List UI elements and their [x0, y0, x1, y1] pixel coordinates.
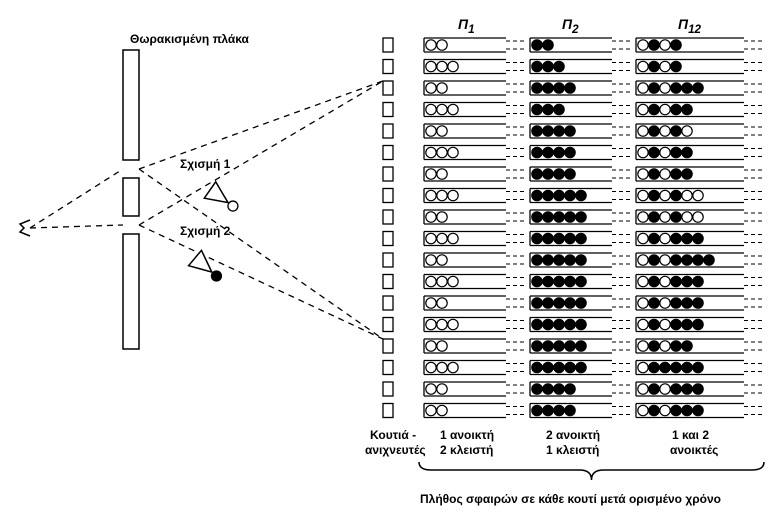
plate-label: Θωρακισμένη πλάκα	[130, 32, 249, 46]
boxes-l1: Κουτιά -	[370, 428, 416, 442]
p2-l1: 2 ανοικτή	[546, 428, 600, 442]
p1-l2: 2 κλειστή	[440, 443, 493, 457]
p1-head: Π1	[458, 16, 475, 36]
p12-head: Π12	[678, 16, 701, 36]
slit1-label: Σχισμή 1	[180, 157, 230, 171]
p1-l1: 1 ανοικτή	[440, 428, 494, 442]
p12-l2: ανοικτές	[670, 443, 718, 457]
p12-l1: 1 και 2	[672, 428, 709, 442]
p2-head: Π2	[562, 16, 579, 36]
caption: Πλήθος σφαιρών σε κάθε κουτί μετά ορισμέ…	[420, 492, 721, 506]
boxes-l2: ανιχνευτές	[365, 443, 426, 457]
p2-l2: 1 κλειστή	[546, 443, 599, 457]
slit2-label: Σχισμή 2	[180, 224, 230, 238]
